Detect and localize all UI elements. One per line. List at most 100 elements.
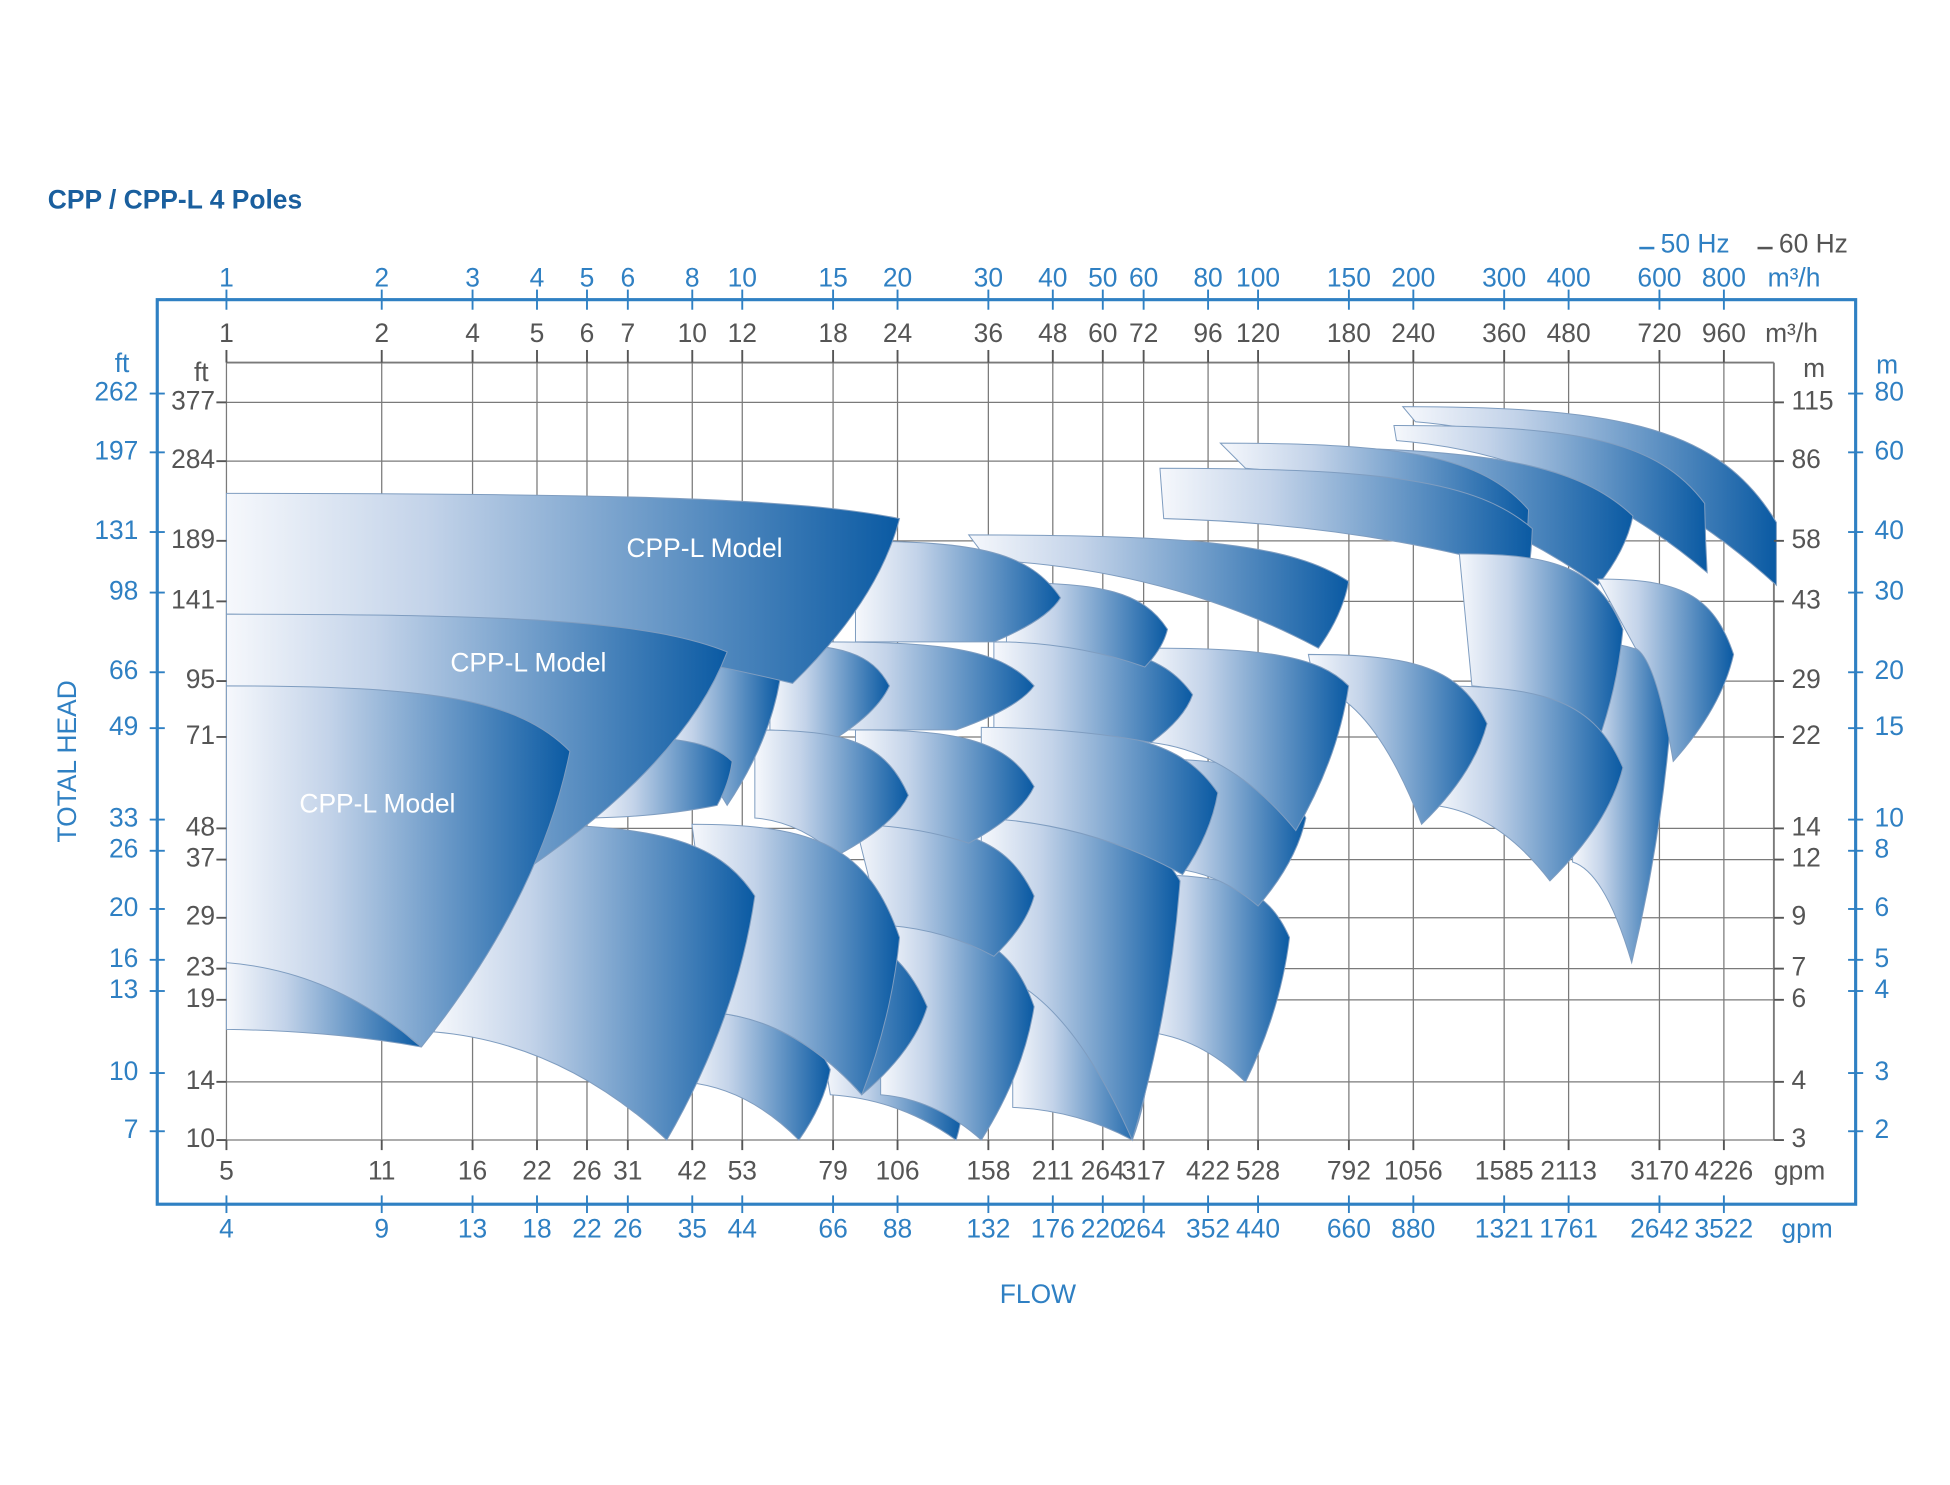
y-tick-label: 3 (1875, 1056, 1890, 1086)
y-tick-label: 48 (186, 811, 215, 841)
x-tick-label: 44 (728, 1214, 757, 1244)
y-tick-label: 10 (186, 1123, 215, 1153)
x-tick-label: 26 (613, 1214, 642, 1244)
y-tick-label: 23 (186, 952, 215, 982)
x-tick-label: 220 (1081, 1214, 1125, 1244)
y-tick-label: 5 (1875, 943, 1890, 973)
pump-range (854, 540, 1062, 643)
x-tick-label: 3 (465, 263, 480, 293)
x-tick-label: 264 (1122, 1214, 1166, 1244)
x-tick-label: 42 (678, 1156, 707, 1186)
x-tick-label: 66 (818, 1214, 847, 1244)
y-tick-label: 20 (1875, 655, 1904, 685)
x-tick-label: 35 (678, 1214, 707, 1244)
x-tick-label: 4 (219, 1214, 234, 1244)
x-tick-label: 4 (465, 318, 480, 348)
x-tick-label: 300 (1482, 263, 1526, 293)
x-tick-label: 36 (974, 318, 1003, 348)
x-tick-label: 211 (1032, 1156, 1074, 1186)
x-tick-label: 400 (1547, 263, 1591, 293)
x-tick-label: 360 (1482, 318, 1526, 348)
x-tick-label: 1 (219, 318, 234, 348)
y-tick-label: 197 (94, 435, 138, 465)
x-tick-label: 10 (728, 263, 757, 293)
y-tick-label: 22 (1791, 720, 1820, 750)
y-tick-label: 131 (94, 515, 138, 545)
y-tick-label: 71 (186, 720, 215, 750)
y-tick-label: 26 (109, 834, 138, 864)
annotation: CPP-L Model (450, 647, 606, 677)
pump-range (1144, 647, 1350, 832)
x-tick-label: 40 (1038, 263, 1067, 293)
x-tick-label: 158 (966, 1156, 1010, 1186)
y-tick-label: 19 (186, 983, 215, 1013)
y-tick-label: 29 (186, 901, 215, 931)
x-axis-title: FLOW (1000, 1279, 1076, 1309)
x-tick-label: 120 (1236, 318, 1280, 348)
x-tick-label: 22 (572, 1214, 601, 1244)
x-tick-label: 80 (1193, 263, 1222, 293)
y-tick-label: 29 (1791, 664, 1820, 694)
x-tick-label: 26 (572, 1156, 601, 1186)
pump-range (1307, 653, 1488, 826)
x-tick-label: 880 (1391, 1214, 1435, 1244)
y-tick-label: 12 (1791, 843, 1820, 873)
x-tick-label: 150 (1327, 263, 1371, 293)
y-tick-label: 377 (171, 385, 215, 415)
x-tick-label: 18 (818, 318, 847, 348)
x-tick-label: 13 (458, 1214, 487, 1244)
y-tick-label: 115 (1791, 385, 1833, 415)
pump-range (1159, 467, 1533, 574)
x-tick-label: 5 (219, 1156, 234, 1186)
pump-range (823, 641, 1035, 731)
x-tick-label: 9 (374, 1214, 389, 1244)
x-tick-label: 3170 (1630, 1156, 1689, 1186)
pump-range (754, 729, 909, 857)
x-tick-label: 317 (1122, 1156, 1166, 1186)
annotation: CPP-L Model (626, 533, 782, 563)
y-tick-label: 7 (124, 1114, 139, 1144)
frame (155, 298, 1858, 1206)
x-unit: m³/h (1765, 318, 1818, 348)
x-tick-label: 106 (876, 1156, 920, 1186)
x-tick-label: 528 (1236, 1156, 1280, 1186)
y-tick-label: 10 (1875, 803, 1904, 833)
y-unit: ft (115, 348, 130, 378)
x-tick-label: 180 (1327, 318, 1371, 348)
pump-range (854, 729, 1035, 844)
x-tick-label: 7 (620, 318, 635, 348)
x-tick-label: 30 (974, 263, 1003, 293)
y-tick-label: 49 (109, 711, 138, 741)
pump-range (1596, 578, 1735, 763)
y-tick-label: 189 (171, 524, 215, 554)
x-tick-label: 960 (1702, 318, 1746, 348)
y-tick-label: 14 (1791, 811, 1820, 841)
x-tick-label: 48 (1038, 318, 1067, 348)
x-tick-label: 8 (685, 263, 700, 293)
x-tick-label: 20 (883, 263, 912, 293)
y-tick-label: 284 (171, 444, 215, 474)
x-tick-label: 15 (818, 263, 847, 293)
x-unit: gpm (1781, 1214, 1832, 1244)
y-tick-label: 6 (1791, 983, 1806, 1013)
y-unit: ft (194, 357, 209, 387)
y-tick-label: 14 (186, 1065, 215, 1095)
x-tick-label: 53 (728, 1156, 757, 1186)
y-tick-label: 30 (1875, 576, 1904, 606)
y-tick-label: 3 (1791, 1123, 1806, 1153)
x-tick-label: 5 (580, 263, 595, 293)
x-tick-label: 2113 (1540, 1156, 1597, 1186)
x-tick-label: 1 (219, 263, 234, 293)
x-tick-label: 22 (522, 1156, 551, 1186)
x-tick-label: 5 (530, 318, 545, 348)
y-tick-label: 8 (1875, 834, 1890, 864)
x-tick-label: 352 (1186, 1214, 1230, 1244)
y-tick-label: 262 (94, 377, 138, 407)
x-tick-label: 792 (1327, 1156, 1371, 1186)
x-tick-label: 60 (1088, 318, 1117, 348)
x-tick-label: 6 (620, 263, 635, 293)
y-tick-label: 20 (109, 892, 138, 922)
y-tick-label: 33 (109, 803, 138, 833)
x-tick-label: 660 (1327, 1214, 1371, 1244)
